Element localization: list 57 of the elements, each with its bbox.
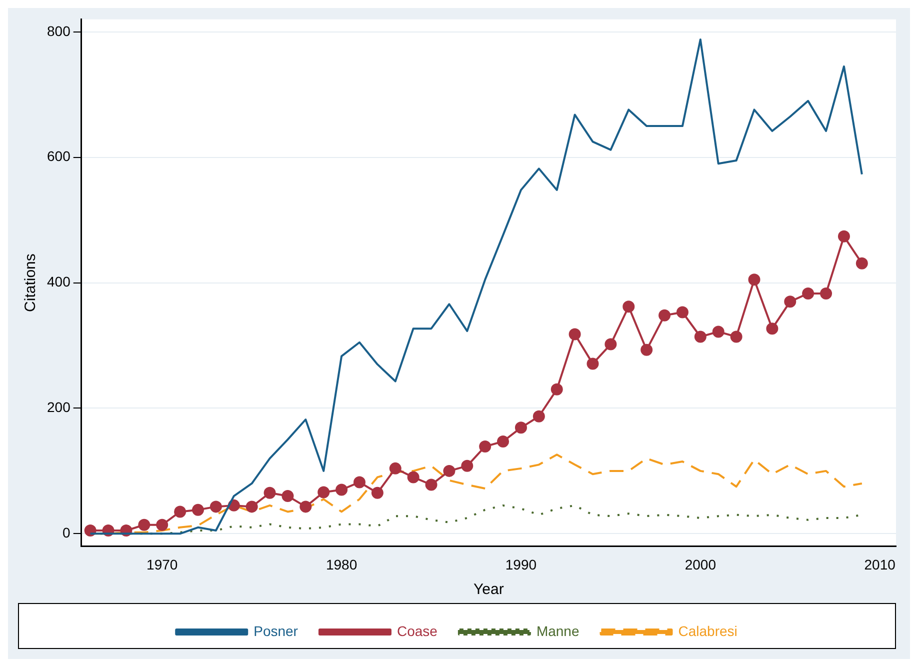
y-tick-label: 200 [47,399,71,416]
point [353,476,366,488]
point [443,464,456,477]
point [389,462,402,474]
text: Manne [536,622,580,639]
legend-label: Posner [254,622,298,639]
y-tick-label: 0 [62,524,71,541]
point [640,344,653,356]
point [802,287,814,300]
point [138,518,150,531]
point [676,306,688,318]
point [658,309,671,322]
point [282,490,294,502]
point [407,471,420,484]
point [210,500,222,513]
point [84,524,96,537]
point [532,410,545,422]
point [550,383,563,396]
x-axis-title: Year [474,581,504,598]
point [174,506,186,518]
point [694,330,706,343]
point [730,330,742,343]
point [461,460,474,472]
y-tick-label: 800 [47,22,71,39]
x-tick-label: 2000 [684,556,716,572]
point [514,422,527,434]
point [156,518,168,531]
point [838,230,850,242]
x-tick-label: 1980 [326,556,358,572]
point [784,296,796,308]
legend-label: Coase [396,622,438,639]
x-tick-label: 2010 [864,556,896,572]
y-tick-label: 600 [47,148,71,164]
legend-label: Calabresi [678,622,738,639]
point [820,287,832,300]
point [246,500,258,513]
point [264,486,276,499]
point [300,500,312,513]
point [856,257,868,270]
point [318,486,330,498]
x-tick-label: 1970 [146,556,178,572]
point [497,435,510,448]
point [568,328,581,340]
point [336,484,348,496]
x-tick-label: 1990 [505,556,537,572]
point [748,274,760,286]
point [604,338,617,350]
point [586,358,599,370]
point [712,326,724,338]
point [766,322,778,335]
point [622,300,635,313]
point [371,486,384,499]
y-tick-label: 400 [47,274,71,290]
point [479,440,492,452]
y-axis-title: Citations [22,254,40,312]
point [425,478,438,491]
point [192,504,204,516]
